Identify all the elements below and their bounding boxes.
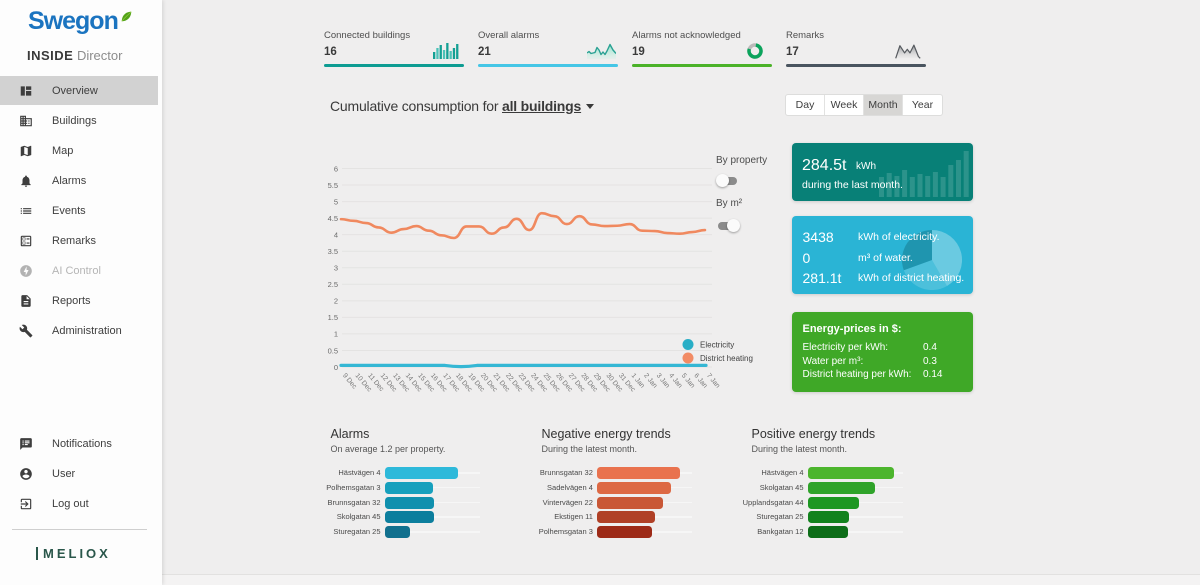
svg-text:1.5: 1.5 bbox=[328, 313, 338, 322]
svg-text:District heating: District heating bbox=[700, 354, 753, 363]
svg-text:2.5: 2.5 bbox=[328, 280, 338, 289]
svg-text:Electricity: Electricity bbox=[700, 341, 734, 350]
svg-text:3.5: 3.5 bbox=[328, 247, 338, 256]
svg-text:4: 4 bbox=[334, 230, 338, 239]
svg-text:4.5: 4.5 bbox=[328, 214, 338, 223]
svg-text:6: 6 bbox=[334, 164, 338, 173]
svg-text:5.5: 5.5 bbox=[328, 181, 338, 190]
svg-text:1: 1 bbox=[334, 330, 338, 339]
svg-text:2: 2 bbox=[334, 297, 338, 306]
svg-text:7 Jan: 7 Jan bbox=[705, 372, 721, 389]
svg-text:5: 5 bbox=[334, 197, 338, 206]
svg-text:0: 0 bbox=[334, 363, 338, 372]
svg-text:0.5: 0.5 bbox=[328, 346, 338, 355]
svg-text:3: 3 bbox=[334, 264, 338, 273]
